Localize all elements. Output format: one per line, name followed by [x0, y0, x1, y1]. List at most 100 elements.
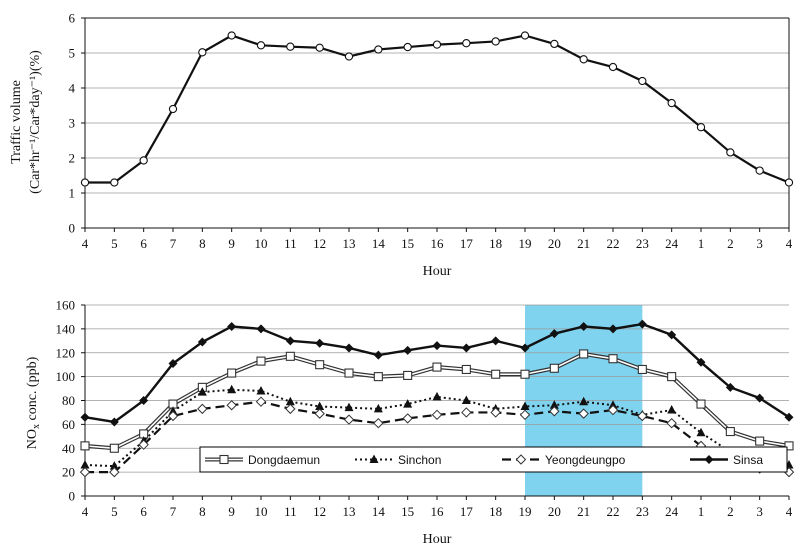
point-sinsa-22: [725, 382, 735, 392]
point-yeongdeungpo-4: [197, 403, 208, 415]
nox-legend: Dongdaemun Sinchon Yeongdeungpo Sinsa: [199, 446, 788, 473]
point-yeongdeungpo-3: [167, 410, 179, 422]
point-traffic-volume-15: [520, 31, 530, 40]
x-tick-label-16: 20: [548, 236, 561, 251]
legend-marker-sinsa: [704, 455, 714, 464]
point-yeongdeungpo-10: [373, 417, 384, 429]
point-dongdaemun-7: [285, 351, 295, 361]
x-tick-label-0: 4: [82, 504, 89, 519]
y-tick-label-5: 5: [69, 46, 76, 61]
point-traffic-volume-16: [550, 39, 559, 49]
point-traffic-volume-17: [579, 55, 588, 64]
x-tick-label-0: 4: [82, 236, 89, 251]
point-yeongdeungpo-18: [607, 404, 619, 416]
point-yeongdeungpo-12: [431, 409, 443, 421]
point-traffic-volume-23: [755, 166, 764, 175]
series-line: [85, 34, 790, 184]
point-yeongdeungpo-11: [402, 413, 413, 424]
series-sinsa: [80, 319, 794, 427]
x-tick-label-13: 17: [460, 504, 474, 519]
point-yeongdeungpo-1: [109, 466, 120, 478]
point-sinsa-9: [344, 343, 354, 353]
x-tick-label-1: 5: [111, 236, 118, 251]
y-tick-label-40: 40: [62, 441, 75, 456]
point-traffic-volume-11: [403, 42, 412, 52]
point-dongdaemun-24: [784, 441, 794, 451]
point-sinsa-6: [256, 324, 266, 334]
x-tick-label-23: 3: [756, 236, 763, 251]
point-sinsa-18: [608, 324, 618, 334]
point-traffic-volume-14: [491, 37, 500, 46]
point-traffic-volume-4: [198, 48, 207, 57]
x-tick-label-9: 13: [343, 504, 356, 519]
point-sinchon-13: [461, 395, 471, 404]
point-sinsa-7: [285, 336, 295, 346]
series-line: [84, 322, 790, 424]
point-yeongdeungpo-8: [314, 408, 325, 419]
y-tick-label-140: 140: [56, 321, 76, 336]
x-tick-label-9: 13: [343, 236, 356, 251]
nox-x-axis-label: Hour: [423, 532, 452, 547]
point-dongdaemun-9: [344, 368, 354, 378]
point-yeongdeungpo-15: [519, 409, 531, 421]
y-tick-label-160: 160: [56, 298, 76, 313]
point-dongdaemun-22: [725, 426, 735, 437]
series-dongdaemun: [80, 349, 794, 453]
x-tick-label-19: 23: [636, 504, 649, 519]
traffic-y-axis-label-group: Traffic volume: [9, 80, 24, 164]
point-yeongdeungpo-16: [549, 406, 560, 417]
x-tick-label-12: 16: [431, 504, 445, 519]
point-yeongdeungpo-0: [79, 466, 91, 478]
nox-x-ticks: 4 5 6 7 8 9 10 11 12 13 14 15 16 17 18 19 20 21 22 23 24 1 2 3 4: [82, 496, 793, 519]
point-yeongdeungpo-20: [666, 417, 677, 429]
point-dongdaemun-14: [491, 369, 501, 379]
traffic-y-ticks: 0 1 2 3 4 5 6: [69, 11, 85, 236]
point-dongdaemun-12: [432, 362, 442, 372]
point-traffic-volume-24: [784, 178, 794, 187]
point-sinsa-13: [461, 343, 471, 353]
x-tick-label-21: 1: [698, 504, 705, 519]
point-sinchon-4: [197, 387, 207, 396]
point-sinchon-5: [227, 384, 237, 394]
x-tick-label-24: 4: [786, 504, 793, 519]
point-traffic-volume-22: [726, 148, 735, 157]
point-dongdaemun-13: [461, 364, 471, 375]
point-sinsa-10: [373, 350, 383, 360]
x-tick-label-23: 3: [756, 504, 763, 519]
x-tick-label-8: 12: [313, 236, 326, 251]
point-traffic-volume-20: [667, 98, 676, 108]
x-tick-label-10: 14: [372, 236, 386, 251]
point-sinsa-14: [491, 336, 501, 346]
point-sinchon-12: [432, 391, 442, 401]
point-traffic-volume-10: [374, 45, 383, 54]
x-tick-label-21: 1: [698, 236, 705, 251]
x-tick-label-3: 7: [170, 504, 177, 519]
legend-box: [199, 446, 788, 473]
x-tick-label-17: 21: [577, 504, 590, 519]
point-traffic-volume-21: [696, 123, 706, 132]
point-traffic-volume-0: [80, 178, 90, 187]
point-sinsa-23: [755, 393, 765, 403]
x-tick-label-18: 22: [607, 236, 620, 251]
x-tick-label-14: 18: [489, 504, 502, 519]
series-traffic-volume: [80, 31, 794, 187]
x-tick-label-14: 18: [489, 236, 502, 251]
point-sinsa-17: [579, 321, 589, 331]
point-sinchon-0: [80, 459, 90, 469]
point-dongdaemun-15: [520, 369, 530, 379]
x-tick-label-16: 20: [548, 504, 561, 519]
x-tick-label-18: 22: [607, 504, 620, 519]
legend-marker-yeongdeungpo: [515, 454, 527, 465]
point-dongdaemun-6: [256, 356, 266, 366]
y-tick-label-4: 4: [69, 81, 76, 96]
point-dongdaemun-1: [109, 443, 119, 453]
x-tick-label-7: 11: [284, 504, 297, 519]
point-yeongdeungpo-14: [490, 407, 501, 418]
traffic-y-axis-label: Traffic volume: [9, 80, 24, 164]
point-yeongdeungpo-7: [285, 403, 296, 415]
y-tick-label-80: 80: [62, 393, 75, 408]
point-dongdaemun-11: [403, 370, 413, 380]
y-tick-label-1: 1: [69, 186, 76, 201]
